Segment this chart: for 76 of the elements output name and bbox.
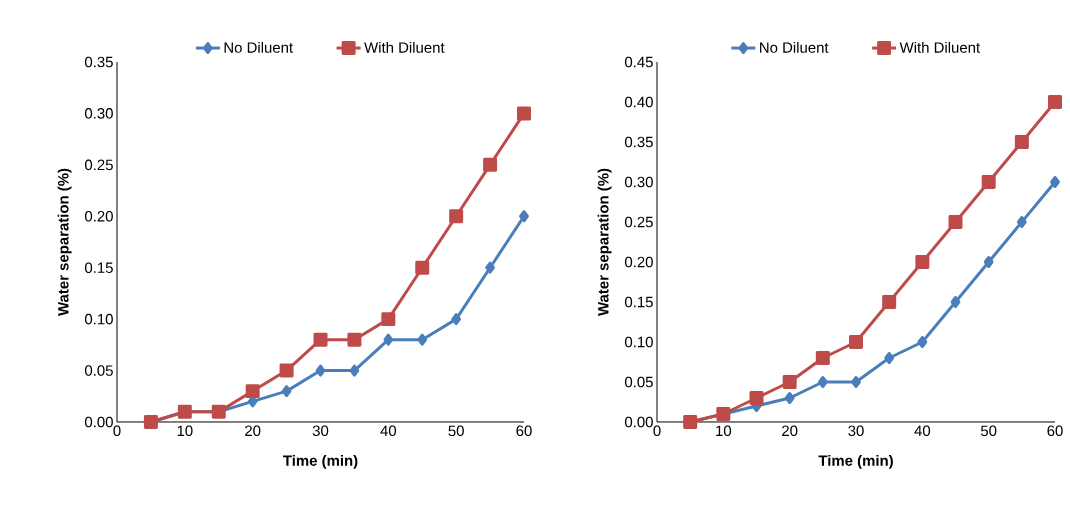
point	[882, 294, 897, 309]
x-tick-label: 20	[782, 425, 798, 437]
y-tick-label: 0.05	[624, 376, 653, 388]
y-tick-label: 0.10	[84, 313, 113, 325]
legend-label: With Diluent	[899, 41, 981, 53]
y-tick-label: 0.00	[624, 416, 653, 428]
point	[347, 332, 362, 347]
y-tick-label: 0.30	[624, 176, 653, 188]
point	[782, 374, 797, 389]
point	[349, 364, 360, 377]
point	[381, 312, 396, 327]
legend-label: No Diluent	[224, 41, 293, 53]
point	[915, 254, 930, 269]
x-tick-label: 60	[1047, 425, 1063, 437]
y-axis-title: Water separation (%)	[597, 168, 612, 317]
y-tick-label: 0.35	[624, 136, 653, 148]
x-tick-label: 40	[380, 425, 397, 437]
x-tick-label: 0	[113, 425, 121, 437]
point	[449, 209, 464, 224]
point	[983, 255, 994, 268]
x-axis-title: Time (min)	[818, 454, 893, 469]
legend-label: No Diluent	[760, 41, 829, 53]
point	[485, 261, 495, 274]
x-tick-label: 20	[245, 425, 261, 437]
y-tick-label: 0.15	[84, 262, 113, 273]
point	[815, 350, 830, 365]
point	[383, 333, 394, 346]
x-tick-label: 10	[177, 425, 193, 437]
point	[483, 157, 498, 172]
point	[1014, 134, 1029, 149]
x-tick-label: 40	[914, 425, 931, 437]
point	[749, 390, 764, 405]
point	[245, 384, 260, 399]
y-tick-label: 0.30	[84, 108, 113, 119]
x-tick-label: 50	[980, 425, 997, 437]
y-tick-label: 0.25	[624, 216, 653, 228]
y-tick-label: 0.20	[624, 256, 653, 268]
point	[313, 332, 328, 347]
y-tick-label: 0.15	[624, 296, 653, 308]
x-axis-title: Time (min)	[283, 454, 358, 469]
point	[784, 391, 795, 404]
y-tick-label: 0.40	[624, 96, 653, 108]
point	[1050, 175, 1060, 188]
y-tick-label: 0.10	[624, 336, 653, 348]
point	[519, 210, 529, 223]
y-tick-label: 0.45	[624, 56, 653, 68]
x-tick-label: 30	[312, 425, 329, 437]
point	[981, 174, 996, 189]
x-tick-label: 60	[516, 425, 532, 437]
point	[451, 313, 462, 326]
point	[279, 363, 294, 378]
x-tick-label: 50	[448, 425, 464, 437]
point	[1016, 215, 1027, 228]
point	[884, 351, 895, 364]
point	[851, 375, 861, 388]
y-tick-label: 0.25	[84, 159, 113, 171]
x-tick-label: 0	[653, 425, 661, 437]
point	[950, 295, 961, 308]
point	[517, 106, 531, 121]
point	[917, 335, 928, 348]
point	[1048, 94, 1063, 109]
x-tick-label: 30	[848, 425, 864, 437]
x-tick-label: 10	[716, 425, 732, 437]
y-tick-label: 0.05	[84, 365, 113, 376]
point	[948, 214, 963, 229]
point	[417, 333, 428, 346]
y-tick-label: 0.20	[84, 210, 113, 222]
point	[817, 375, 828, 388]
y-tick-label: 0.35	[84, 56, 113, 68]
y-tick-label: 0.00	[84, 416, 113, 428]
point	[849, 334, 864, 349]
point	[281, 385, 292, 398]
legend-label: With Diluent	[364, 41, 445, 53]
point	[315, 364, 326, 377]
point	[415, 260, 430, 275]
y-axis-title: Water separation (%)	[57, 168, 72, 317]
